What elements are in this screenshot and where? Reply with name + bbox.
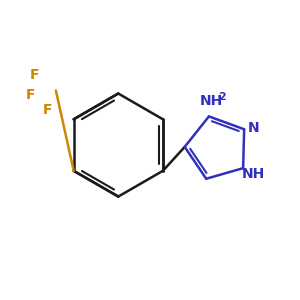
Text: N: N — [247, 121, 259, 135]
Text: NH: NH — [199, 94, 223, 108]
Text: NH: NH — [242, 167, 265, 181]
Text: F: F — [29, 68, 39, 82]
Text: 2: 2 — [218, 92, 226, 102]
Text: F: F — [26, 88, 35, 101]
Text: F: F — [43, 103, 53, 117]
